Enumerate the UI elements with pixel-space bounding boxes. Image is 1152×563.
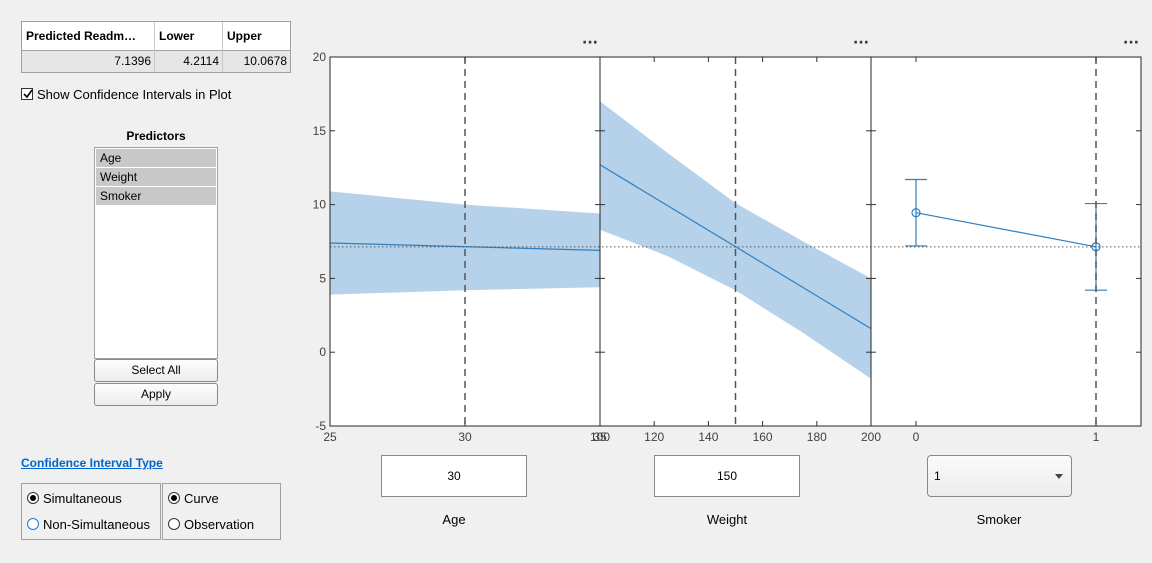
- radio-observation-label: Observation: [184, 516, 255, 532]
- radio-unselected-icon[interactable]: [168, 518, 180, 530]
- y-tick-label: -5: [315, 419, 326, 433]
- radio-non-simultaneous-label: Non-Simultaneous: [43, 516, 150, 532]
- data-point: [911, 208, 921, 218]
- radio-simultaneous[interactable]: Simultaneous: [27, 490, 122, 506]
- x-tick-label: 1: [1093, 430, 1100, 444]
- predictors-title: Predictors: [126, 129, 186, 143]
- panel-frame: [870, 56, 1142, 427]
- show-ci-label: Show Confidence Intervals in Plot: [37, 86, 232, 102]
- checkbox-checked-icon[interactable]: [21, 88, 33, 100]
- prediction-line: [915, 212, 1097, 248]
- smoker-dropdown[interactable]: 1: [927, 455, 1072, 497]
- x-tick-label: 100: [590, 430, 610, 444]
- x-tick-label: 160: [753, 430, 773, 444]
- x-tick-label: 30: [458, 430, 472, 444]
- ci-simultaneous-group: Simultaneous Non-Simultaneous: [21, 483, 161, 540]
- age-value-field[interactable]: 30: [381, 455, 527, 497]
- predictors-listbox[interactable]: Age Weight Smoker: [94, 147, 218, 359]
- smoker-label: Smoker: [976, 512, 1022, 527]
- age-label: Age: [442, 512, 466, 527]
- table-cell-prediction: 7.1396: [22, 51, 155, 72]
- table-cell-upper: 10.0678: [223, 51, 290, 72]
- weight-label: Weight: [706, 512, 748, 527]
- table-header-lower: Lower: [155, 22, 223, 51]
- predictor-item-smoker[interactable]: Smoker: [96, 187, 216, 205]
- radio-curve-label: Curve: [184, 490, 219, 506]
- y-tick-label: 15: [313, 124, 327, 138]
- panel-menu-icon[interactable]: ···: [853, 35, 869, 51]
- y-tick-label: 5: [319, 271, 326, 285]
- y-tick-label: 10: [313, 198, 327, 212]
- ci-bounds-group: Curve Observation: [162, 483, 281, 540]
- radio-simultaneous-label: Simultaneous: [43, 490, 122, 506]
- table-header-prediction: Predicted Readm…: [22, 22, 155, 51]
- predictor-item-age[interactable]: Age: [96, 149, 216, 167]
- panel-menu-icon[interactable]: ···: [582, 35, 598, 51]
- radio-selected-icon[interactable]: [27, 492, 39, 504]
- x-tick-label: 200: [861, 430, 881, 444]
- y-tick-label: 20: [313, 50, 327, 64]
- select-all-button[interactable]: Select All: [94, 359, 218, 382]
- smoker-dropdown-value: 1: [934, 469, 941, 483]
- dropdown-arrow-icon: [1055, 474, 1063, 479]
- x-tick-label: 35: [593, 430, 607, 444]
- prediction-table: Predicted Readm… Lower Upper 7.1396 4.21…: [21, 21, 291, 73]
- radio-observation[interactable]: Observation: [168, 516, 254, 532]
- apply-button[interactable]: Apply: [94, 383, 218, 406]
- prediction-line: [329, 242, 601, 251]
- table-cell-lower: 4.2114: [155, 51, 223, 72]
- y-tick-label: 0: [319, 345, 326, 359]
- predictor-item-weight[interactable]: Weight: [96, 168, 216, 186]
- ci-type-link[interactable]: Confidence Interval Type: [21, 456, 163, 470]
- weight-value-field[interactable]: 150: [654, 455, 800, 497]
- x-tick-label: 25: [323, 430, 337, 444]
- radio-non-simultaneous[interactable]: Non-Simultaneous: [27, 516, 150, 532]
- x-tick-label: 120: [644, 430, 664, 444]
- table-header-upper: Upper: [223, 22, 290, 51]
- radio-curve[interactable]: Curve: [168, 490, 219, 506]
- show-ci-checkbox[interactable]: Show Confidence Intervals in Plot: [21, 86, 231, 102]
- x-tick-label: 180: [807, 430, 827, 444]
- panel-menu-icon[interactable]: ···: [1123, 35, 1139, 51]
- radio-selected-icon[interactable]: [168, 492, 180, 504]
- x-tick-label: 140: [698, 430, 718, 444]
- radio-unselected-icon[interactable]: [27, 518, 39, 530]
- x-tick-label: 0: [913, 430, 920, 444]
